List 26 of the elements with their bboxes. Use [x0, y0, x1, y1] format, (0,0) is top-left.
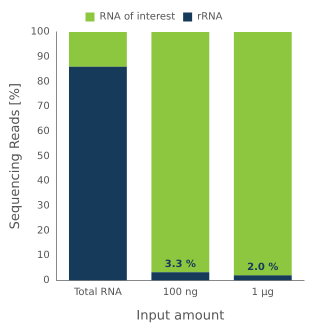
bar	[234, 275, 292, 280]
bar	[68, 66, 127, 280]
bar	[68, 32, 127, 67]
x-tick-label: Total RNA	[73, 286, 122, 298]
legend-label: RNA of interest	[99, 12, 176, 23]
y-tick-label: 100	[30, 26, 50, 38]
bar	[234, 32, 292, 276]
bar	[151, 32, 210, 272]
y-tick-label: 10	[36, 250, 50, 262]
legend-label: rRNA	[197, 12, 223, 23]
x-tick-label: 100 ng	[162, 286, 198, 298]
y-tick-label: 40	[36, 176, 50, 187]
y-tick-label: 90	[36, 51, 50, 62]
y-axis-title: Sequencing Reads [%]	[8, 82, 24, 230]
y-tick-label: 0	[43, 274, 50, 286]
x-axis-title: Input amount	[136, 308, 224, 324]
y-tick-label: 70	[36, 101, 50, 112]
x-tick-label: 1 µg	[252, 286, 274, 298]
y-tick-label: 60	[36, 126, 50, 137]
y-tick-label: 80	[36, 76, 50, 88]
y-tick-label: 50	[36, 150, 50, 162]
bar	[151, 272, 210, 280]
data-label: 2.0 %	[247, 262, 278, 274]
data-label: 3.3 %	[164, 258, 196, 270]
y-tick-label: 30	[36, 200, 50, 212]
y-tick-label: 20	[36, 225, 50, 236]
